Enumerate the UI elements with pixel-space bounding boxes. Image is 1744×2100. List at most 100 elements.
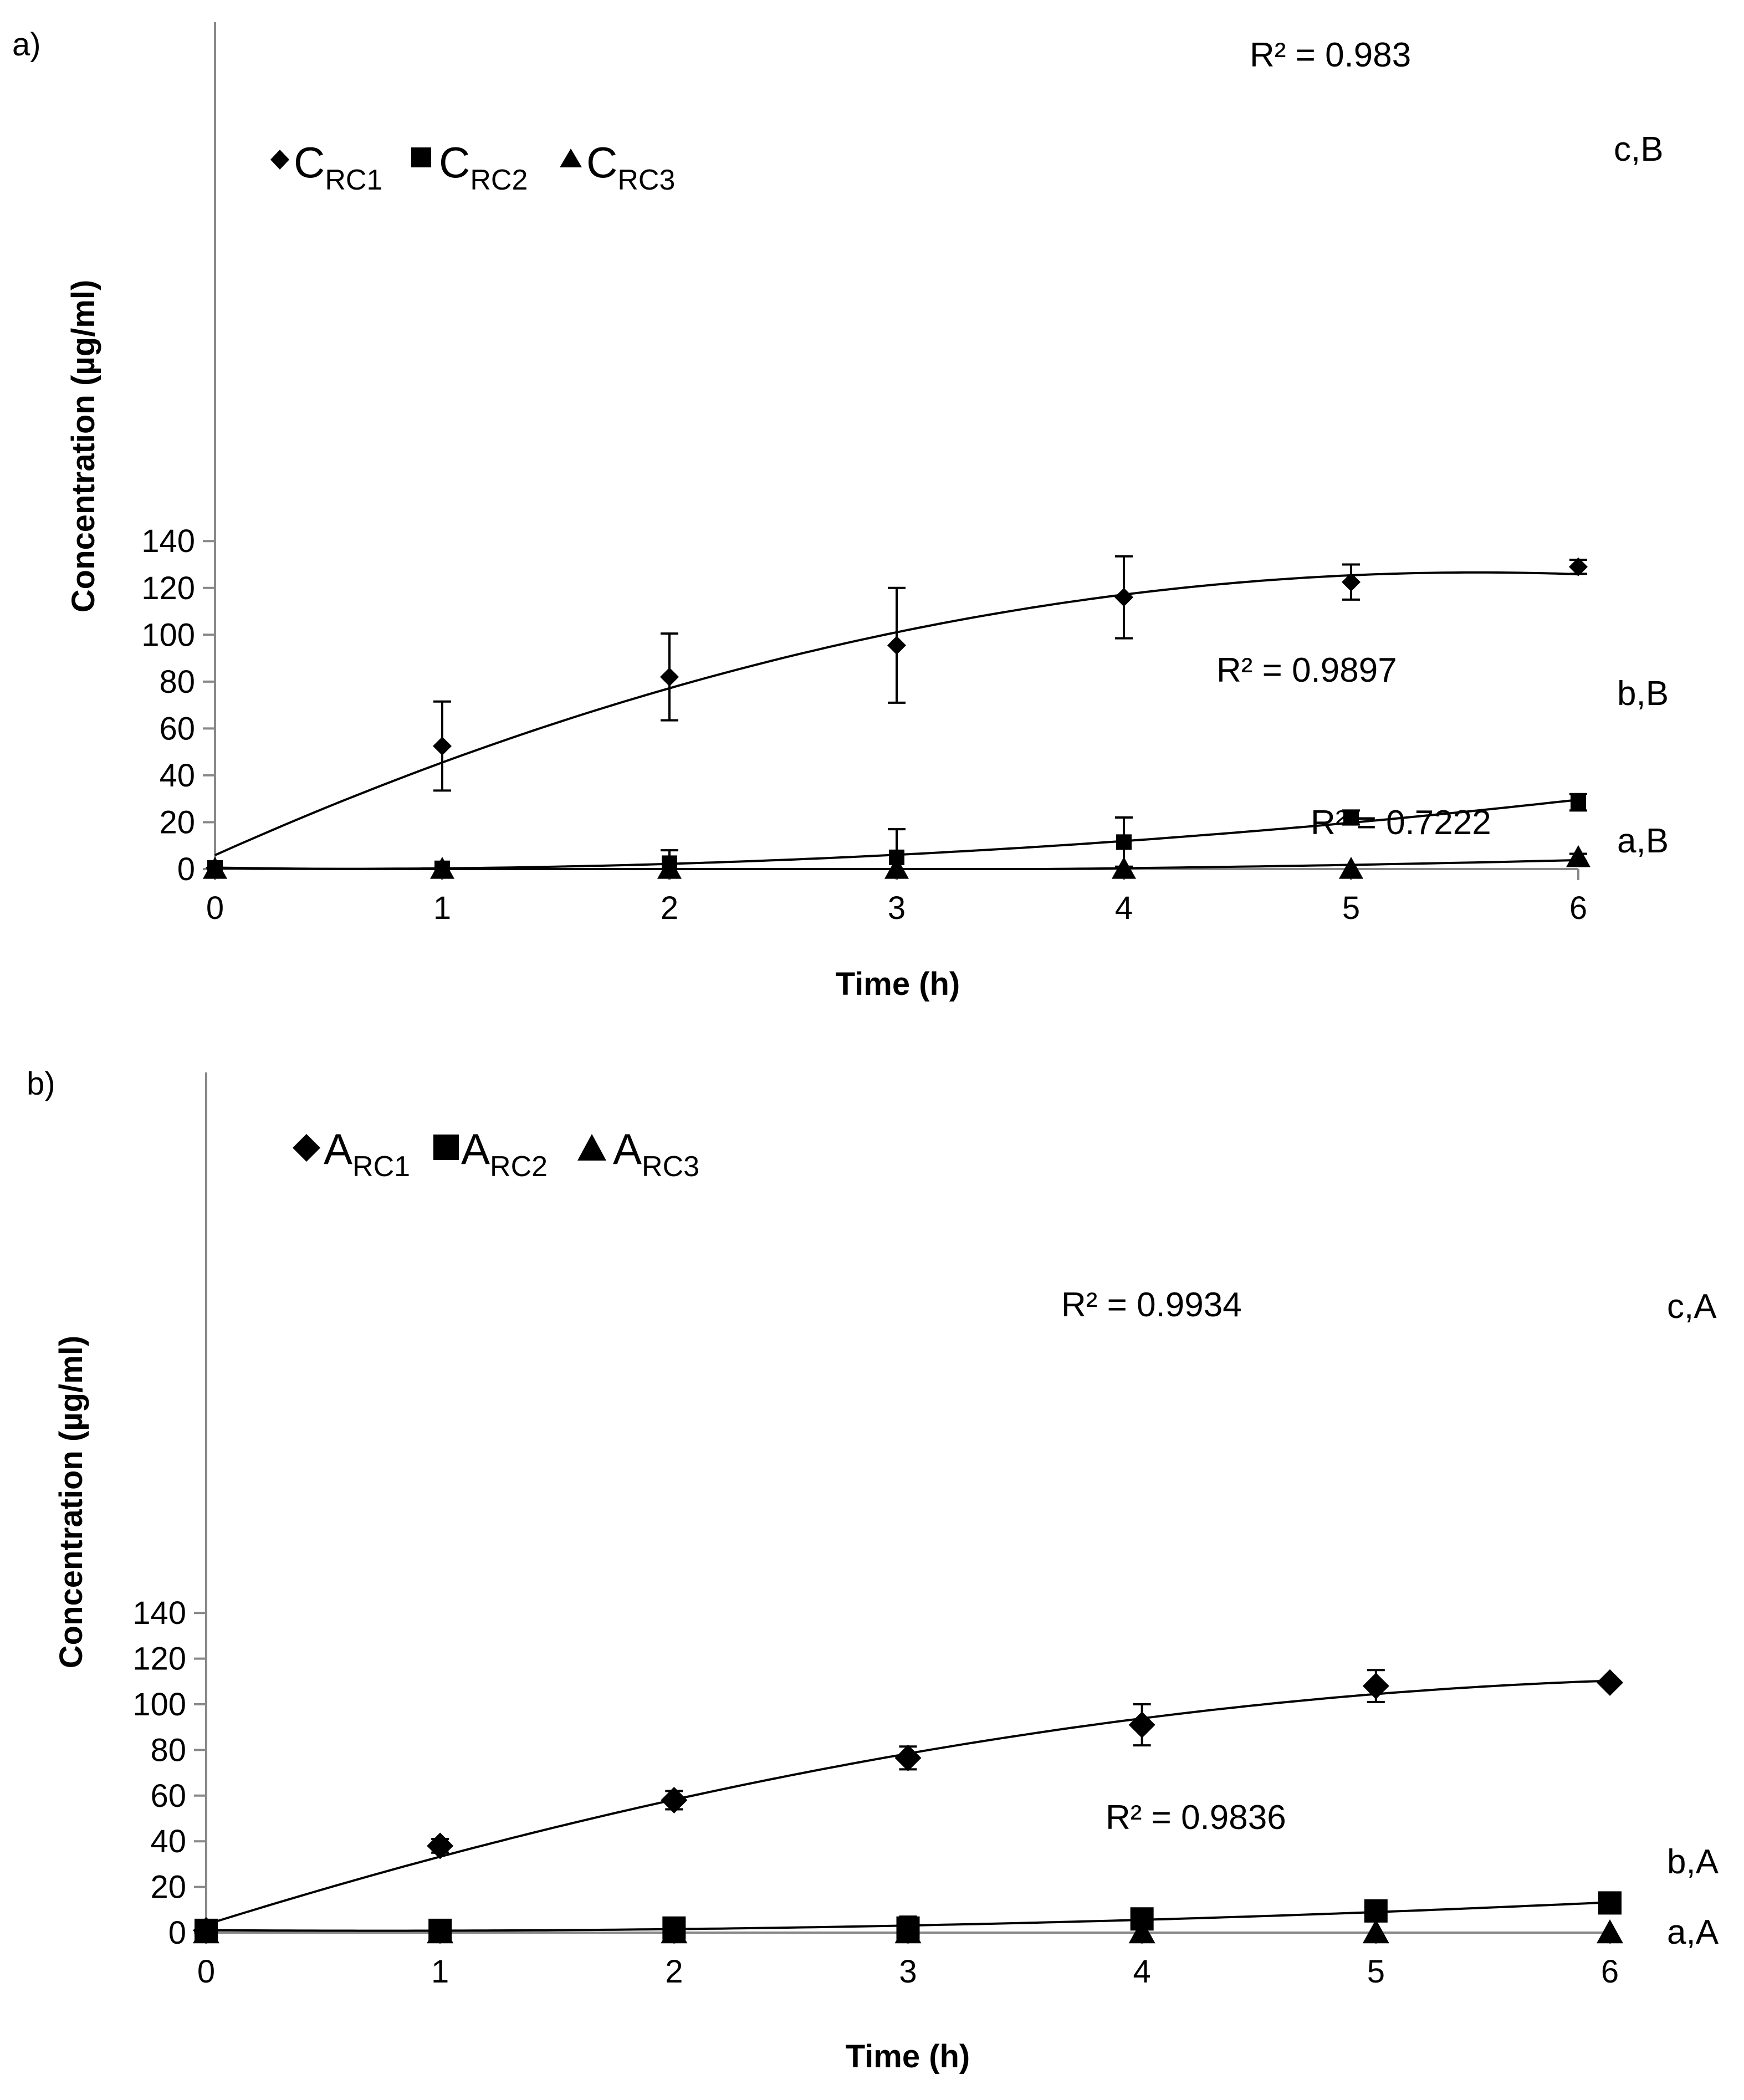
panel-a-legend-crc3: CRC3 [586,138,675,196]
panel-b-x-ticks: 0 1 2 3 4 5 6 [197,1933,1619,1990]
panel-a-legend: CRC1 CRC2 CRC3 [270,138,675,196]
data-point-crc2 [1116,834,1132,850]
panel-a-legend-crc2: CRC2 [439,138,528,196]
data-point-arc1 [427,1832,454,1859]
data-point-crc3 [430,857,454,879]
panel-b-legend-arc3: ARC3 [613,1125,699,1183]
data-point-arc1 [1128,1711,1155,1739]
panel-a-y-tick-label: 80 [159,664,195,700]
data-point-crc1 [660,667,679,687]
panel-b-x-tick-label: 3 [899,1954,917,1990]
panel-a-x-tick-label: 4 [1115,890,1133,926]
panel-b-legend-arc1: ARC1 [324,1125,410,1183]
data-point-arc3 [1128,1919,1155,1944]
panel-b-x-tick-label: 0 [197,1954,215,1990]
data-point-arc1 [1362,1673,1389,1700]
panel-b-x-tick-label: 5 [1367,1954,1385,1990]
panel-a-sig-crc3: a,B [1617,822,1669,860]
data-point-arc3 [1362,1919,1389,1944]
data-point-crc3 [884,857,909,879]
panel-a-r2-crc1: R² = 0.983 [1250,36,1411,74]
panel-b-markers [193,1669,1623,1944]
panel-b-y-axis-title: Concentration (µg/ml) [53,1336,89,1669]
panel-b-y-tick-label: 120 [132,1641,186,1677]
panel-b-x-tick-label: 6 [1601,1954,1619,1990]
panel-a-y-tick-label: 60 [159,711,195,747]
panel-a-x-tick-label: 6 [1569,890,1587,926]
panel-a-y-axis-title: Concentration (µg/ml) [65,280,101,613]
panel-a-legend-crc1: CRC1 [294,138,382,196]
panel-b-y-tick-label: 80 [150,1732,186,1768]
data-point-crc2 [1571,794,1586,810]
panel-b-sig-arc1: c,A [1667,1287,1717,1326]
panel-a-y-tick-label: 120 [141,570,195,606]
panel-a-label: a) [12,27,41,63]
panel-b-fit-lines [206,1679,1610,1932]
panel-a-x-tick-label: 1 [433,890,451,926]
panel-b-y-tick-label: 40 [150,1823,186,1859]
panel-b-legend-square-marker [433,1135,459,1160]
fit-line-arc1 [206,1679,1610,1926]
panel-a-sig-crc1: c,B [1614,130,1664,168]
panel-b-x-tick-label: 4 [1133,1954,1151,1990]
panel-b-sig-arc3: a,A [1667,1913,1719,1951]
data-point-crc1 [1569,557,1588,576]
panel-b-y-tick-label: 20 [150,1869,186,1905]
panel-b-y-tick-label: 100 [132,1687,186,1723]
panel-a-y-tick-label: 100 [141,617,195,653]
panel-b-error-bars [431,1669,1619,1934]
data-point-crc2 [1343,810,1359,826]
data-point-arc1 [1597,1669,1623,1696]
panel-b-sig-arc2: b,A [1667,1843,1719,1881]
panel-a-x-tick-label: 5 [1342,890,1360,926]
panel-a-legend-diamond-marker [270,150,289,170]
panel-b-x-tick-label: 1 [431,1954,449,1990]
data-point-arc3 [894,1919,922,1944]
data-point-arc3 [427,1919,454,1944]
panel-a-legend-square-marker [411,147,431,167]
data-point-crc1 [433,737,452,756]
panel-a-y-tick-label: 40 [159,758,195,794]
data-point-arc2 [1364,1899,1388,1923]
panel-b-x-axis-title: Time (h) [846,2038,970,2075]
panel-a-x-tick-label: 0 [206,890,224,926]
panel-a-sig-crc2: b,B [1617,675,1669,713]
panel-b-legend-diamond-marker [293,1134,320,1162]
panel-b-legend-triangle-marker [577,1134,606,1161]
panel-a: a) 0 20 40 60 80 100 120 140 0 1 2 3 4 5 6 Time (h) C… [12,22,1669,1002]
panel-a-y-ticks: 0 20 40 60 80 100 120 140 [141,523,215,887]
data-point-arc2 [1598,1891,1622,1915]
panel-a-r2-crc2: R² = 0.9897 [1216,651,1397,689]
panel-a-y-tick-label: 0 [177,851,195,887]
data-point-arc1 [661,1787,688,1814]
data-point-crc3 [657,857,682,879]
panel-a-markers [203,557,1590,879]
data-point-arc1 [894,1744,922,1771]
data-point-crc1 [1114,587,1133,607]
data-point-arc3 [1597,1919,1623,1944]
panel-b-r2-arc1: R² = 0.9934 [1061,1286,1242,1324]
data-point-arc3 [661,1919,688,1944]
data-point-crc3 [203,857,227,879]
panel-b-legend-arc2: ARC2 [461,1125,548,1183]
data-point-crc1 [1342,573,1361,592]
data-point-crc1 [887,636,906,655]
panel-b-y-tick-label: 0 [168,1915,186,1951]
panel-b: b) 0 20 40 60 80 100 120 140 0 1 2 3 4 5 6 Time (h) C… [27,1066,1719,2075]
panel-a-x-tick-label: 3 [888,890,906,926]
panel-b-legend: ARC1 ARC2 ARC3 [293,1125,699,1183]
panel-b-x-tick-label: 2 [665,1954,683,1990]
panel-b-y-tick-label: 140 [132,1595,186,1631]
panel-b-y-tick-label: 60 [150,1778,186,1814]
data-point-crc3 [1339,857,1363,879]
panel-b-label: b) [27,1066,55,1102]
panel-a-y-tick-label: 20 [159,804,195,840]
data-point-arc3 [193,1919,219,1944]
panel-a-y-tick-label: 140 [141,523,195,559]
panel-a-x-axis-title: Time (h) [836,966,960,1002]
panel-a-legend-triangle-marker [560,149,582,167]
panel-b-r2-arc2: R² = 0.9836 [1106,1798,1286,1837]
data-point-crc3 [1112,857,1136,879]
